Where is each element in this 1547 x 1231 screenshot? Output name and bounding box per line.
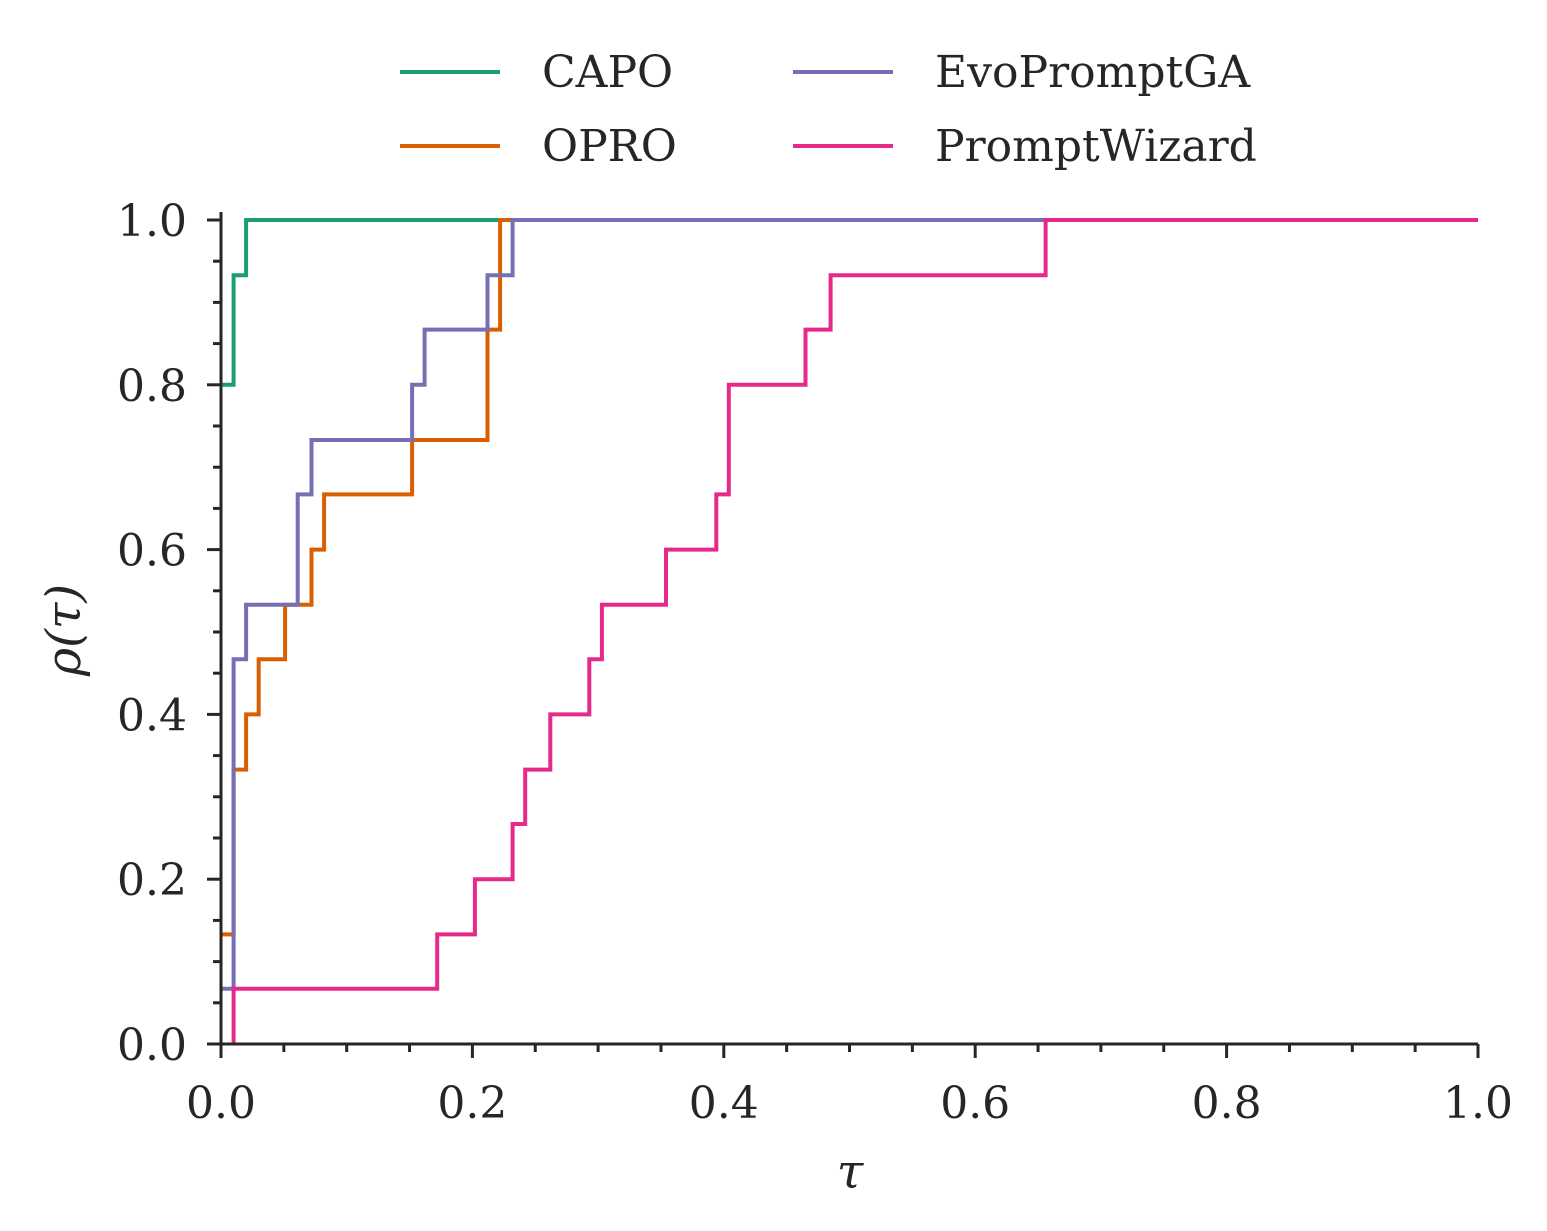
legend-label-evopromptga: EvoPromptGA <box>935 47 1251 98</box>
y-tick-label: 1.0 <box>117 196 187 247</box>
x-tick-label: 0.2 <box>437 1078 507 1129</box>
y-tick-label: 0.0 <box>117 1020 187 1071</box>
legend: CAPO OPRO EvoPromptGA PromptWizard <box>400 47 1257 172</box>
series-line-capo <box>221 218 507 387</box>
y-tick-label: 0.2 <box>117 855 187 906</box>
x-tick-label: 0.0 <box>186 1078 256 1129</box>
x-tick-label: 1.0 <box>1443 1078 1513 1129</box>
legend-label-capo: CAPO <box>542 47 673 98</box>
series-line-promptwizard <box>231 218 1478 1044</box>
y-tick-label: 0.4 <box>117 690 187 741</box>
y-tick-label: 0.8 <box>117 361 187 412</box>
series-line-evopromptga <box>221 218 1046 991</box>
y-ticks: 0.0 0.2 0.4 0.6 0.8 1.0 <box>117 196 221 1071</box>
legend-label-opro: OPRO <box>542 121 677 172</box>
y-axis-label: ρ(τ) <box>36 584 92 677</box>
x-tick-label: 0.6 <box>940 1078 1010 1129</box>
x-tick-label: 0.8 <box>1192 1078 1262 1129</box>
series-line-opro <box>221 218 513 937</box>
x-tick-label: 0.4 <box>689 1078 759 1129</box>
legend-label-promptwizard: PromptWizard <box>935 121 1257 172</box>
series-group <box>221 218 1478 1044</box>
axes <box>219 212 1478 1046</box>
x-axis-label: τ <box>837 1144 865 1200</box>
y-tick-label: 0.6 <box>117 526 187 577</box>
x-ticks: 0.0 0.2 0.4 0.6 0.8 1.0 <box>186 1044 1513 1129</box>
